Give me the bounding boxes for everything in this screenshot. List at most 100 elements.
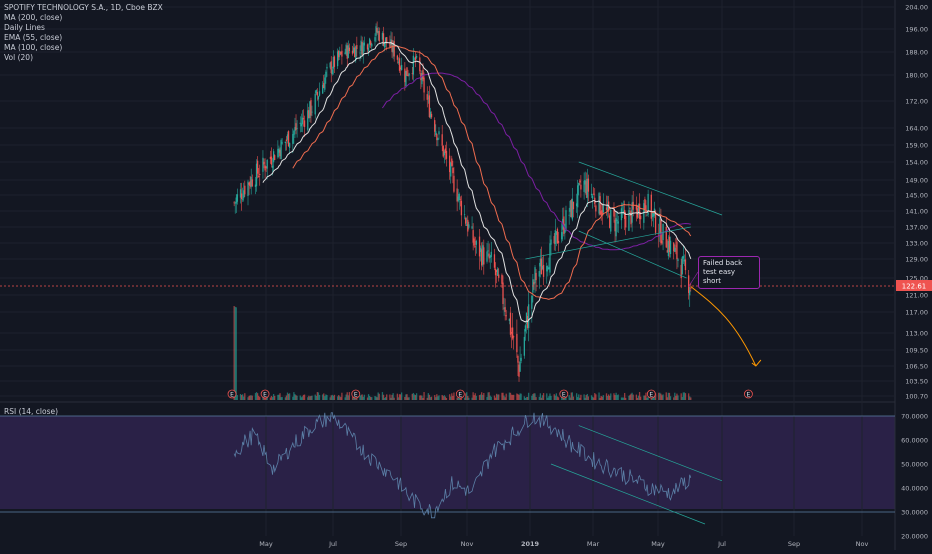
volume-bar [344,397,346,400]
price-tick-label: 180.00 [905,72,928,80]
candle-body [444,148,447,154]
candle-body [428,95,431,118]
candle-body [661,240,663,244]
candle-body [421,73,423,85]
volume-bar [620,397,623,400]
candle-body [539,258,542,267]
candle-body [631,202,633,223]
candle-body [519,361,521,372]
candle-body [518,364,520,377]
volume-bar [285,395,288,400]
candle-body [524,325,527,332]
volume-bar [398,394,401,400]
time-axis: May Jul Sep Nov 2019 Mar May Jul Sep Nov [259,540,868,548]
candle-body [682,256,684,259]
candle-body [255,163,258,187]
candle-body [314,93,316,115]
volume-bar [377,392,379,400]
price-tick-label: 103.50 [905,378,928,386]
candle-body [407,75,409,77]
volume-bar [362,396,364,400]
volume-bar [666,397,668,400]
volume-bar [533,393,535,400]
volume-bar [437,396,439,400]
candle-body [244,185,246,195]
legend-ma200[interactable]: MA (200, close) [4,13,63,22]
volume-bar [535,397,537,400]
volume-bar [351,397,354,400]
candle-body [683,259,686,262]
rsi-legend[interactable]: RSI (14, close) [4,407,59,416]
volume-bar [594,393,596,400]
candle-body [660,218,662,244]
volume-bar [504,397,506,400]
volume-bar [613,393,615,400]
candle-body [240,193,243,200]
volume-bar [555,393,558,400]
price-tick-label: 145.00 [905,192,928,200]
volume-bar [575,393,578,400]
channel-upper [578,161,723,216]
volume-bar [442,396,444,400]
earnings-circle [351,389,361,399]
volume-bar [511,394,514,400]
candle-body [329,62,331,68]
legend-ma100[interactable]: MA (100, close) [4,43,63,52]
candle-body [605,207,608,211]
candle-body [429,111,432,118]
candle-body [453,175,455,192]
volume-bar [270,395,273,400]
candle-body [575,203,578,207]
time-tick-label: Jul [328,540,337,548]
earnings-label: E [263,392,267,399]
volume-bar [688,393,690,400]
annotation-callout[interactable]: Failed back test easy short [698,256,760,289]
volume-bar [360,394,362,400]
candle-body [615,218,617,237]
candle-body [288,142,291,148]
volume-bar [426,397,428,400]
time-tick-label: Sep [395,540,407,548]
volume-bar [550,395,552,400]
volume-bar [396,393,399,400]
volume-bar [621,397,624,400]
legend-title[interactable]: SPOTIFY TECHNOLOGY S.A., 1D, Cboe BZX [4,3,163,12]
volume-bar [341,392,343,400]
candle-body [606,204,609,212]
candle-body [579,180,581,183]
price-tick-label: 109.50 [905,347,928,355]
candle-body [254,184,257,187]
earnings-circle [744,389,753,399]
candle-body [602,204,604,213]
candle-body [412,55,415,75]
volume-bar [254,393,257,400]
volume-bar [384,397,387,400]
volume-bar [451,393,453,400]
legend-volume[interactable]: Vol (20) [4,53,34,62]
legend-ema55[interactable]: EMA (55, close) [4,33,63,42]
candle-body [302,118,305,120]
ma100-line [292,45,692,300]
volume-bar [483,393,485,400]
candle-body [669,240,672,255]
volume-bar [318,394,321,400]
candle-body [393,41,395,57]
volume-bar [587,396,590,400]
candle-body [348,47,351,51]
candle-body [659,218,661,234]
legend-daily-lines[interactable]: Daily Lines [4,23,45,32]
volume-bar [233,306,235,400]
volume-bar [553,394,555,400]
volume-bar [299,395,301,400]
volume-bar [614,395,616,400]
volume-bar [638,392,641,400]
candle-body [503,307,505,309]
volume-bar [585,395,587,400]
volume-bar [598,392,600,400]
candle-body [264,165,266,171]
rsi-band [0,416,895,509]
volume-bar [478,395,481,400]
candle-body [571,198,574,220]
